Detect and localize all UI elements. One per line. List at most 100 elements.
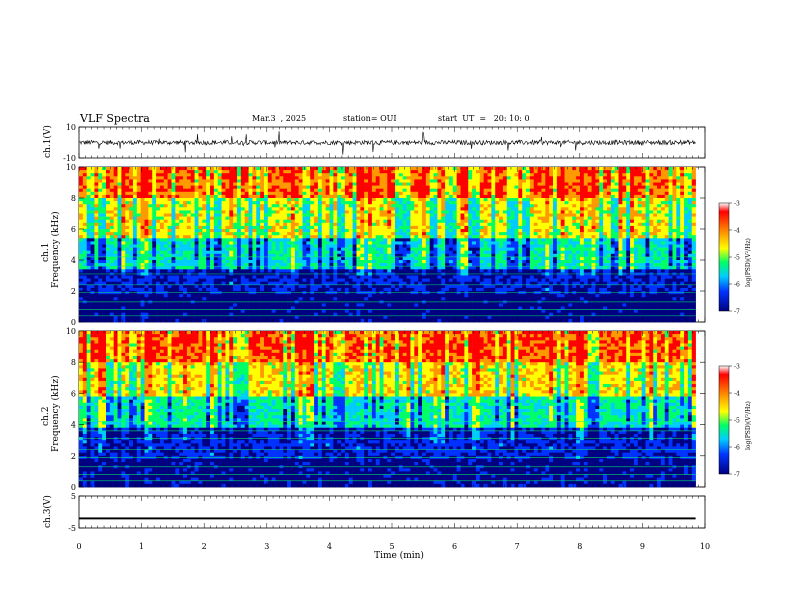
spectrogram-cell <box>156 229 160 232</box>
spectrogram-cell <box>434 260 438 263</box>
spectrogram-cell <box>410 251 414 254</box>
spectrogram-cell <box>276 285 280 288</box>
spectrogram-cell <box>156 303 160 306</box>
spectrogram-cell <box>87 269 91 272</box>
spectrogram-cell <box>264 294 268 297</box>
spectrogram-cell <box>118 241 122 244</box>
spectrogram-cell <box>252 201 256 204</box>
spectrogram-cell <box>187 179 191 182</box>
spectrogram-cell <box>91 201 95 204</box>
spectrogram-cell <box>256 276 260 279</box>
spectrogram-cell <box>337 226 341 229</box>
spectrogram-cell <box>407 214 411 217</box>
spectrogram-cell <box>145 226 149 229</box>
spectrogram-cell <box>94 210 98 213</box>
spectrogram-cell <box>175 241 179 244</box>
spectrogram-cell <box>283 173 287 176</box>
spectrogram-cell <box>195 251 199 254</box>
spectrogram-cell <box>110 303 114 306</box>
spectrogram-cell <box>229 226 233 229</box>
spectrogram-cell <box>256 251 260 254</box>
spectrogram-cell <box>87 316 91 319</box>
spectrogram-cell <box>303 217 307 220</box>
spectrogram-cell <box>168 220 172 223</box>
spectrogram-cell <box>121 189 125 192</box>
spectrogram-cell <box>445 257 449 260</box>
spectrogram-cell <box>256 269 260 272</box>
spectrogram-cell <box>94 195 98 198</box>
spectrogram-cell <box>164 170 168 173</box>
spectrogram-cell <box>403 192 407 195</box>
spectrogram-cell <box>218 210 222 213</box>
spectrogram-cell <box>291 245 295 248</box>
spectrogram-cell <box>387 235 391 238</box>
spectrogram-cell <box>137 223 141 226</box>
spectrogram-cell <box>137 204 141 207</box>
spectrogram-cell <box>441 189 445 192</box>
spectrogram-cell <box>399 189 403 192</box>
spectrogram-cell <box>368 198 372 201</box>
spectrogram-cell <box>183 204 187 207</box>
spectrogram-cell <box>198 316 202 319</box>
spectrogram-cell <box>279 266 283 269</box>
spectrogram-cell <box>303 229 307 232</box>
spectrogram-cell <box>175 245 179 248</box>
spectrogram-cell <box>225 269 229 272</box>
spectrogram-cell <box>233 245 237 248</box>
spectrogram-cell <box>410 232 414 235</box>
spectrogram-cell <box>303 210 307 213</box>
spectrogram-cell <box>129 201 133 204</box>
spectrogram-cell <box>175 173 179 176</box>
spectrogram-cell <box>91 198 95 201</box>
spectrogram-cell <box>272 232 276 235</box>
spectrogram-cell <box>430 207 434 210</box>
spectrogram-cell <box>434 176 438 179</box>
spectrogram-cell <box>202 192 206 195</box>
spectrogram-cell <box>198 192 202 195</box>
spectrogram-cell <box>407 241 411 244</box>
spectrogram-cell <box>349 176 353 179</box>
spectrogram-cell <box>337 189 341 192</box>
spectrogram-cell <box>426 183 430 186</box>
spectrogram-cell <box>303 276 307 279</box>
spectrogram-cell <box>387 170 391 173</box>
spectrogram-cell <box>383 310 387 313</box>
spectrogram-cell <box>395 186 399 189</box>
spectrogram-cell <box>225 167 229 170</box>
spectrogram-cell <box>356 192 360 195</box>
spectrogram-cell <box>141 167 145 170</box>
spectrogram-cell <box>260 251 264 254</box>
spectrogram-cell <box>333 248 337 251</box>
spectrogram-cell <box>121 220 125 223</box>
spectrogram-cell <box>249 276 253 279</box>
spectrogram-cell <box>168 170 172 173</box>
spectrogram-cell <box>118 257 122 260</box>
spectrogram-cell <box>264 248 268 251</box>
spectrogram-cell <box>441 285 445 288</box>
spectrogram-cell <box>345 260 349 263</box>
spectrogram-cell <box>141 220 145 223</box>
spectrogram-cell <box>422 226 426 229</box>
spectrogram-cell <box>283 170 287 173</box>
spectrogram-cell <box>245 220 249 223</box>
spectrogram-cell <box>360 167 364 170</box>
spectrogram-cell <box>395 245 399 248</box>
spectrogram-cell <box>233 303 237 306</box>
spectrogram-cell <box>160 245 164 248</box>
spectrogram-cell <box>129 279 133 282</box>
spectrogram-cell <box>210 229 214 232</box>
spectrogram-cell <box>356 297 360 300</box>
spectrogram-cell <box>148 214 152 217</box>
spectrogram-cell <box>372 276 376 279</box>
spectrogram-cell <box>353 176 357 179</box>
spectrogram-cell <box>152 279 156 282</box>
spectrogram-cell <box>353 192 357 195</box>
spectrogram-cell <box>206 176 210 179</box>
spectrogram-cell <box>360 279 364 282</box>
spectrogram-cell <box>110 217 114 220</box>
spectrogram-cell <box>125 316 129 319</box>
spectrogram-cell <box>449 285 453 288</box>
spectrogram-cell <box>353 217 357 220</box>
spectrogram-cell <box>283 229 287 232</box>
spectrogram-cell <box>322 238 326 241</box>
